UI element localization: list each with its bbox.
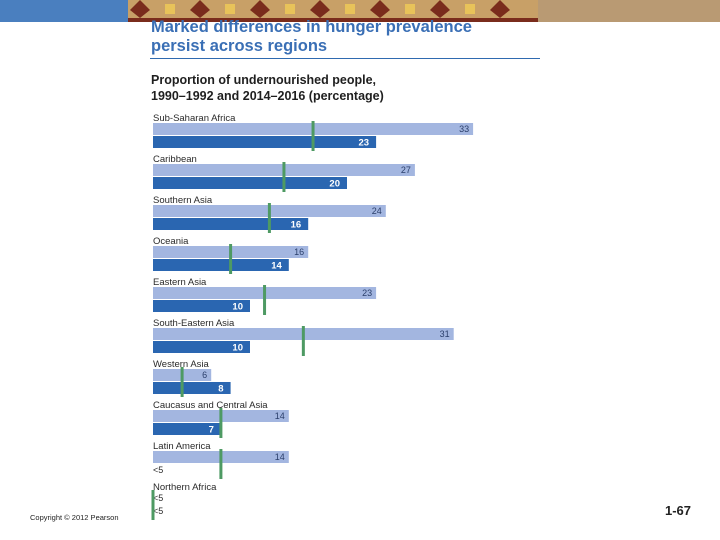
category-label: Northern Africa bbox=[153, 482, 217, 493]
banner-right-block bbox=[538, 0, 720, 22]
value-label-1990: <5 bbox=[153, 493, 163, 503]
value-label-1990: 31 bbox=[440, 329, 450, 339]
bar-2014 bbox=[153, 341, 250, 353]
slide-number: 1-67 bbox=[664, 503, 692, 518]
bar-2014 bbox=[153, 300, 250, 312]
category-label: Latin America bbox=[153, 441, 211, 452]
category-label: Oceania bbox=[153, 236, 189, 247]
category-label: Southern Asia bbox=[153, 195, 213, 206]
value-label-2014: 10 bbox=[232, 302, 243, 313]
value-label-1990: 23 bbox=[362, 288, 372, 298]
banner-pattern bbox=[130, 0, 510, 18]
target-marker bbox=[151, 490, 155, 520]
category-label: Western Asia bbox=[153, 359, 210, 370]
chart-subtitle-line-2: 1990–1992 and 2014–2016 (percentage) bbox=[151, 89, 384, 103]
target-marker bbox=[267, 203, 271, 233]
target-marker bbox=[282, 162, 286, 192]
value-label-2014: 10 bbox=[232, 343, 243, 354]
bar-2014 bbox=[153, 423, 221, 435]
value-label-1990: 27 bbox=[401, 165, 411, 175]
category-label: Caribbean bbox=[153, 154, 197, 165]
target-marker bbox=[219, 408, 223, 438]
value-label-2014: 8 bbox=[218, 384, 223, 395]
category-label: Caucasus and Central Asia bbox=[153, 400, 268, 411]
title-rule bbox=[150, 58, 540, 59]
value-label-2014: <5 bbox=[153, 465, 163, 475]
value-label-2014: 14 bbox=[271, 261, 282, 272]
category-label: Sub-Saharan Africa bbox=[153, 113, 236, 124]
target-marker bbox=[229, 244, 233, 274]
bar-2014 bbox=[153, 177, 347, 189]
value-label-2014: 23 bbox=[359, 138, 370, 149]
bar-2014 bbox=[153, 218, 309, 230]
bar-2014 bbox=[153, 382, 231, 394]
value-label-1990: 24 bbox=[372, 206, 382, 216]
value-label-2014: 16 bbox=[291, 220, 302, 231]
value-label-2014: <5 bbox=[153, 506, 163, 516]
copyright-text: Copyright © 2012 Pearson bbox=[30, 513, 119, 522]
value-label-1990: 14 bbox=[275, 411, 285, 421]
value-label-1990: 14 bbox=[275, 452, 285, 462]
footer-box bbox=[648, 486, 720, 540]
banner-corner-block bbox=[0, 0, 128, 22]
target-marker bbox=[263, 285, 267, 315]
value-label-1990: 6 bbox=[202, 370, 207, 380]
target-marker bbox=[311, 121, 315, 151]
target-marker bbox=[180, 367, 184, 397]
page-title-line-2: persist across regions bbox=[151, 37, 328, 55]
bar-2014 bbox=[153, 259, 289, 271]
target-marker bbox=[301, 326, 305, 356]
category-label: Eastern Asia bbox=[153, 277, 207, 288]
value-label-1990: 33 bbox=[459, 124, 469, 134]
value-label-2014: 20 bbox=[329, 179, 340, 190]
value-label-1990: 16 bbox=[294, 247, 304, 257]
page-title-line-1: Marked differences in hunger prevalence bbox=[151, 18, 472, 36]
value-label-2014: 7 bbox=[209, 425, 214, 436]
category-label: South-Eastern Asia bbox=[153, 318, 235, 329]
bar-2014 bbox=[153, 136, 377, 148]
target-marker bbox=[219, 449, 223, 479]
chart-subtitle-line-1: Proportion of undernourished people, bbox=[151, 73, 376, 87]
